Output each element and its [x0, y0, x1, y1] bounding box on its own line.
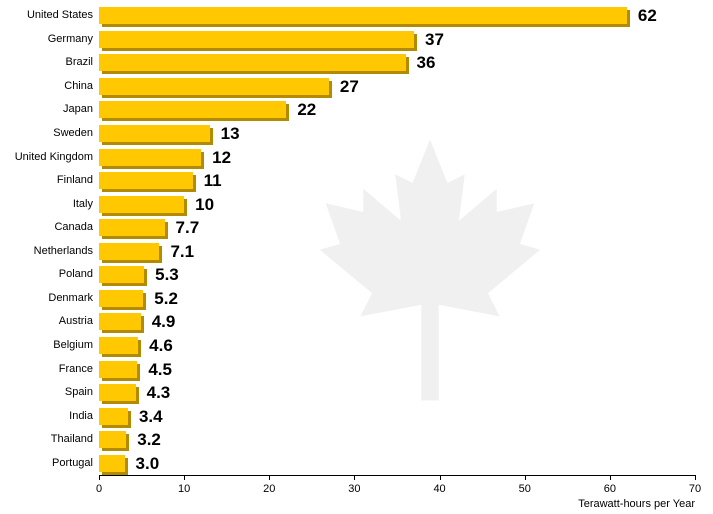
x-axis-tick-label: 50: [519, 483, 531, 495]
value-label: 11: [204, 171, 222, 191]
value-label: 3.0: [136, 454, 160, 474]
category-label: France: [59, 363, 93, 375]
x-axis-tick: [610, 475, 611, 480]
category-label: United Kingdom: [15, 151, 93, 163]
category-label: Denmark: [48, 292, 93, 304]
category-label: India: [69, 410, 93, 422]
value-label: 62: [638, 6, 657, 26]
category-label: Brazil: [65, 56, 93, 68]
category-label: United States: [27, 9, 93, 21]
x-axis-tick: [440, 475, 441, 480]
category-label: Canada: [54, 221, 93, 233]
bar: [99, 7, 630, 24]
x-axis-tick-label: 70: [689, 483, 701, 495]
x-axis-title: Terawatt-hours per Year: [578, 498, 695, 510]
bar: [99, 54, 409, 71]
bar: [99, 431, 129, 448]
x-axis-tick: [354, 475, 355, 480]
bar: [99, 384, 139, 401]
value-label: 37: [425, 30, 444, 50]
category-label: Italy: [73, 198, 93, 210]
bar: [99, 196, 187, 213]
value-label: 7.7: [176, 218, 200, 238]
value-label: 4.5: [148, 360, 172, 380]
bar: [99, 125, 213, 142]
value-label: 36: [417, 53, 436, 73]
bar: [99, 266, 147, 283]
bar: [99, 337, 141, 354]
category-label: China: [64, 80, 93, 92]
x-axis-tick: [99, 475, 100, 480]
value-label: 13: [221, 124, 240, 144]
value-label: 27: [340, 77, 359, 97]
value-label: 4.3: [147, 383, 171, 403]
bar: [99, 172, 196, 189]
category-label: Spain: [65, 386, 93, 398]
value-label: 4.6: [149, 336, 173, 356]
x-axis-tick-label: 30: [348, 483, 360, 495]
bar: [99, 243, 162, 260]
x-axis-tick: [184, 475, 185, 480]
bar: [99, 455, 128, 472]
bar: [99, 101, 289, 118]
bar: [99, 31, 417, 48]
bar: [99, 149, 204, 166]
bar: [99, 408, 131, 425]
x-axis-tick-label: 0: [96, 483, 102, 495]
category-label: Finland: [57, 174, 93, 186]
x-axis-tick-label: 40: [433, 483, 445, 495]
value-label: 10: [195, 195, 214, 215]
value-label: 5.2: [154, 289, 178, 309]
category-label: Belgium: [53, 339, 93, 351]
bar: [99, 313, 144, 330]
category-label: Germany: [48, 33, 93, 45]
value-label: 12: [212, 148, 231, 168]
category-label: Netherlands: [34, 245, 93, 257]
bar: [99, 219, 168, 236]
value-label: 4.9: [152, 312, 176, 332]
category-label: Thailand: [51, 433, 93, 445]
category-label: Austria: [59, 315, 93, 327]
x-axis-line: [99, 475, 695, 476]
bar: [99, 78, 332, 95]
bar: [99, 361, 140, 378]
x-axis-tick: [525, 475, 526, 480]
category-label: Portugal: [52, 457, 93, 469]
value-label: 22: [297, 100, 316, 120]
x-axis-tick: [695, 475, 696, 480]
bar: [99, 290, 146, 307]
x-axis-tick-label: 10: [178, 483, 190, 495]
value-label: 3.2: [137, 430, 161, 450]
value-label: 3.4: [139, 407, 163, 427]
category-label: Poland: [59, 268, 93, 280]
category-label: Japan: [63, 103, 93, 115]
value-label: 7.1: [170, 242, 194, 262]
x-axis-tick-label: 20: [263, 483, 275, 495]
value-label: 5.3: [155, 265, 179, 285]
x-axis-tick: [269, 475, 270, 480]
x-axis-tick-label: 60: [604, 483, 616, 495]
category-label: Sweden: [53, 127, 93, 139]
maple-leaf-watermark: [285, 125, 575, 415]
bar-chart: United States 62 Germany 37 Brazil 36 China 27 J…: [0, 0, 713, 514]
